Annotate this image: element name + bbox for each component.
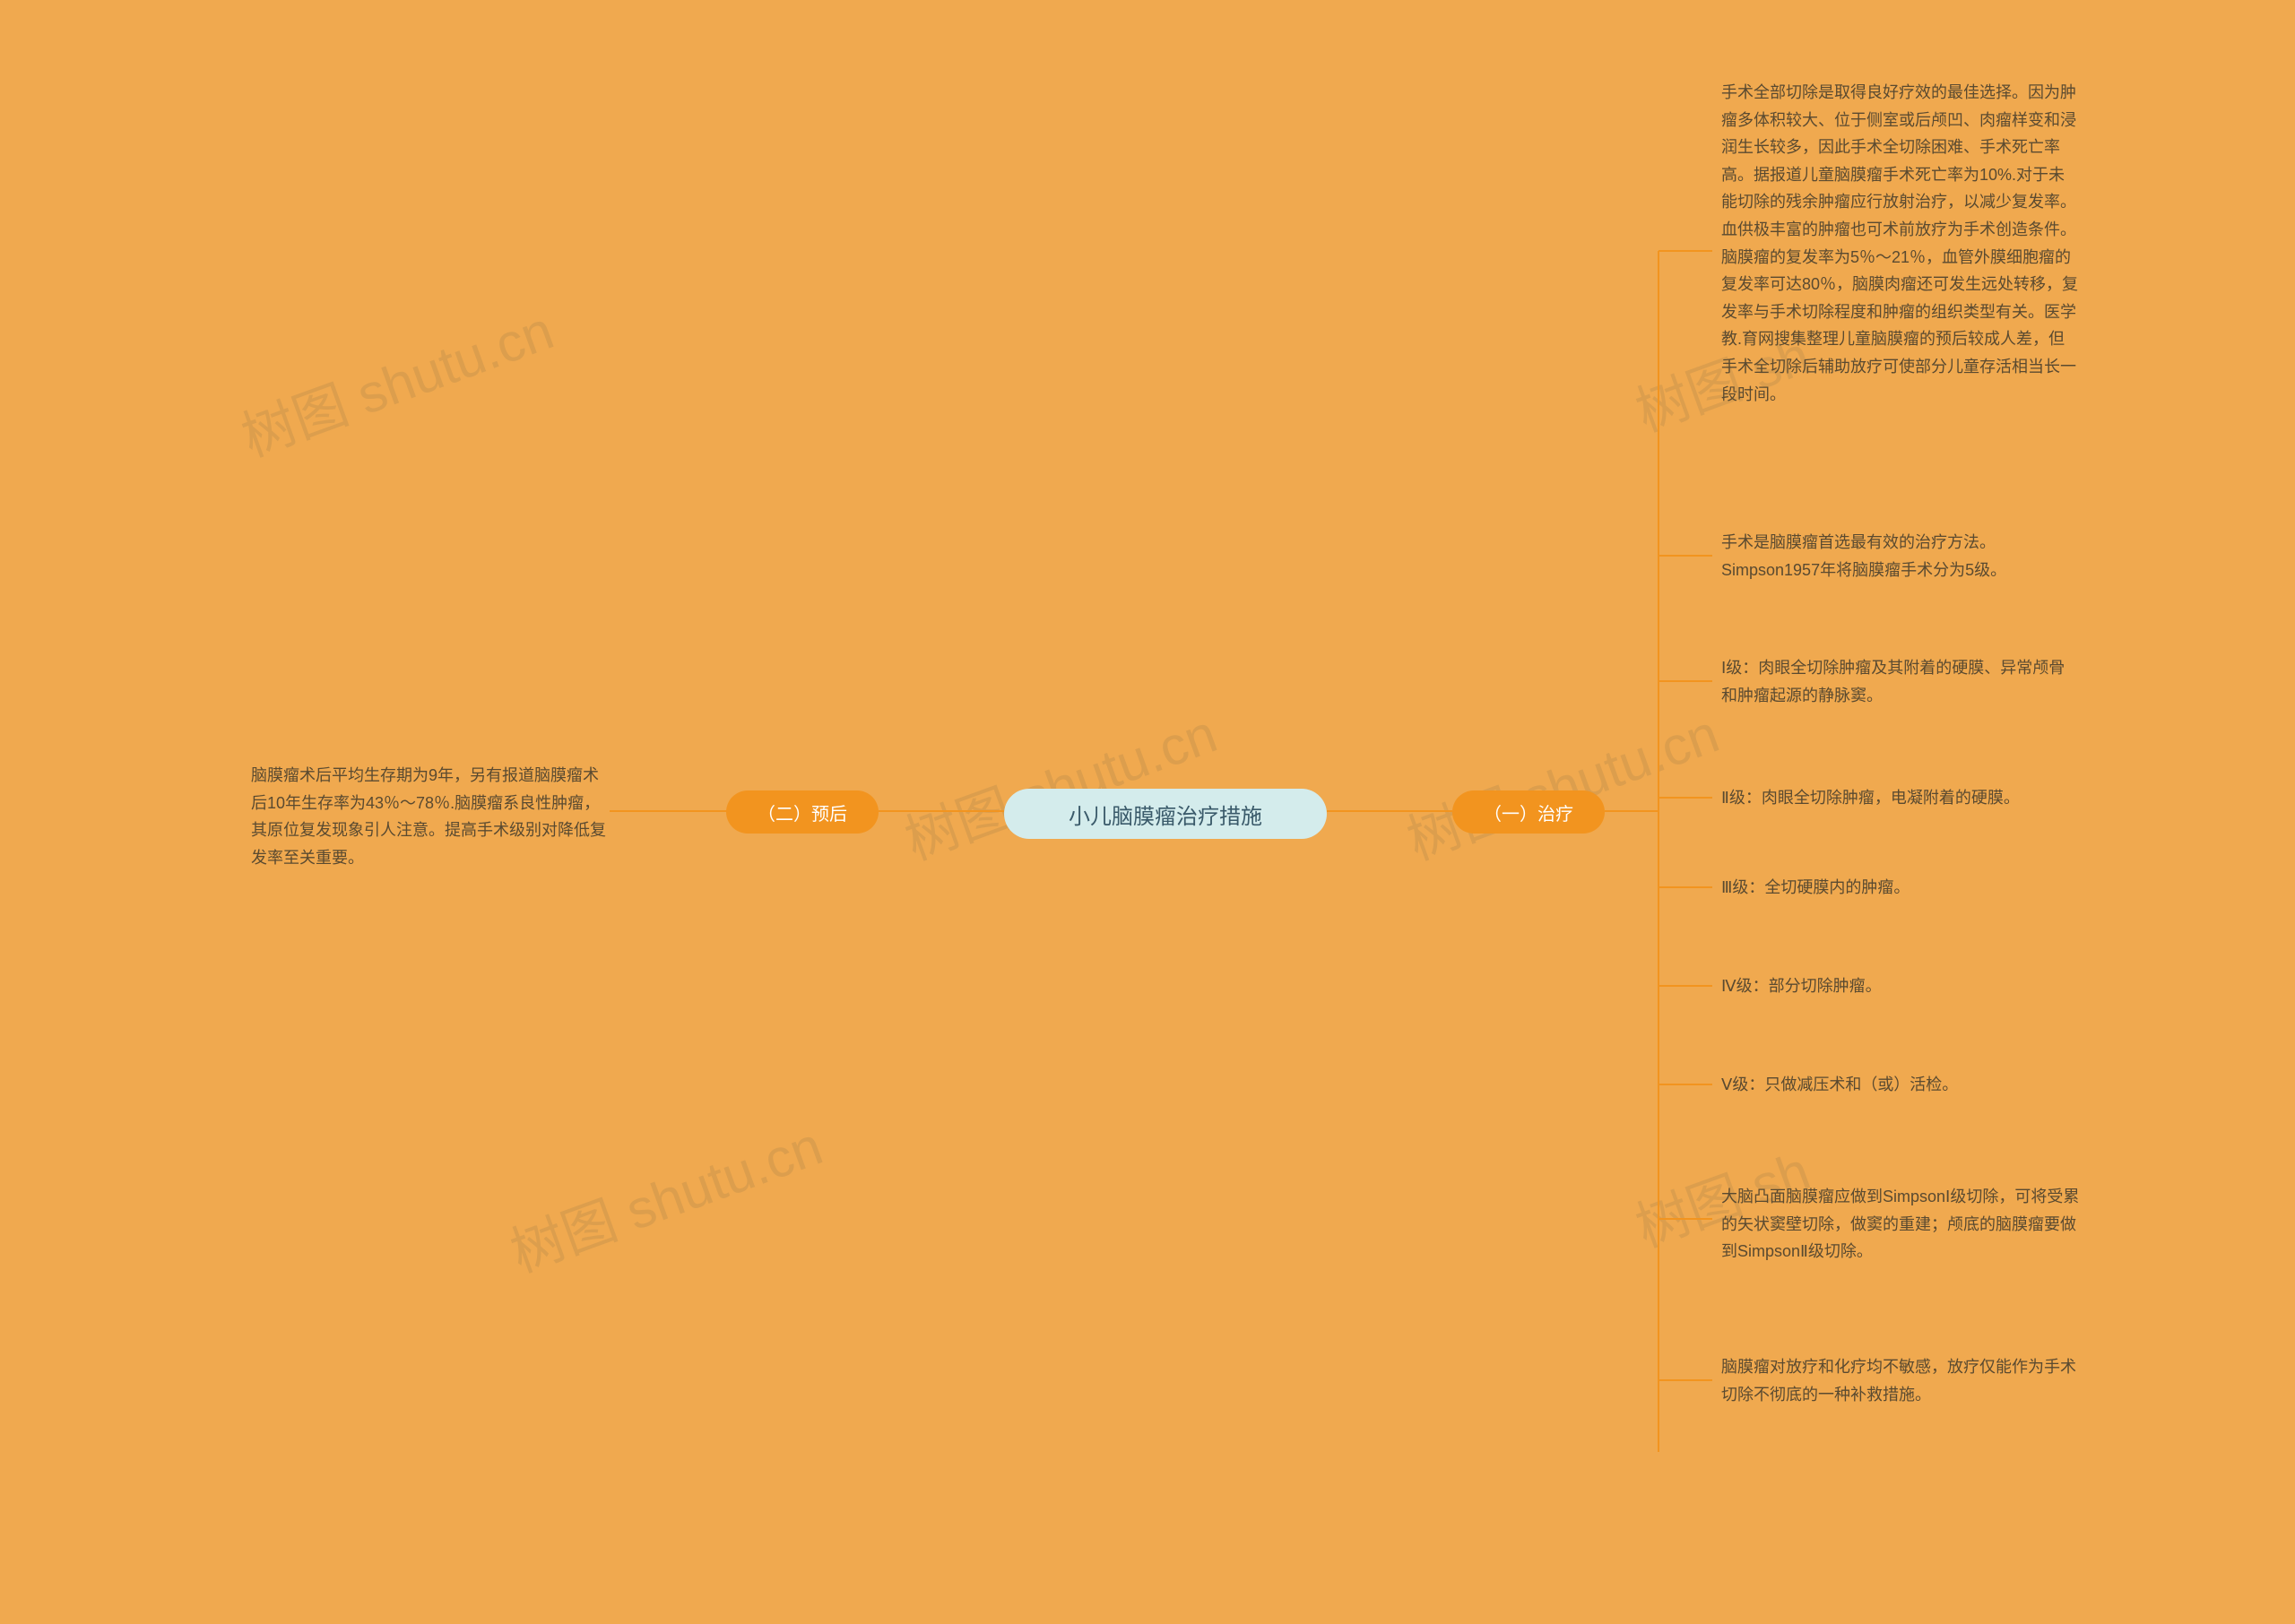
watermark: 树图 shutu.cn	[498, 1102, 831, 1287]
branch-label-left: （二）预后	[758, 799, 847, 825]
leaf-treatment-0: 手术全部切除是取得良好疗效的最佳选择。因为肿瘤多体积较大、位于侧室或后颅凹、肉瘤…	[1721, 79, 2080, 408]
center-label: 小儿脑膜瘤治疗措施	[1069, 799, 1262, 830]
leaf-treatment-1: 手术是脑膜瘤首选最有效的治疗方法。Simpson1957年将脑膜瘤手术分为5级。	[1721, 529, 2080, 583]
watermark: 树图 shutu.cn	[893, 690, 1225, 875]
leaf-treatment-4: Ⅲ级：全切硬膜内的肿瘤。	[1721, 874, 2080, 902]
watermark: 树图 shutu.cn	[230, 287, 562, 471]
branch-node-prognosis[interactable]: （二）预后	[726, 790, 879, 834]
center-node[interactable]: 小儿脑膜瘤治疗措施	[1004, 789, 1327, 839]
leaf-treatment-7: 大脑凸面脑膜瘤应做到SimpsonⅠ级切除，可将受累的矢状窦壁切除，做窦的重建；…	[1721, 1183, 2080, 1266]
leaf-treatment-2: Ⅰ级：肉眼全切除肿瘤及其附着的硬膜、异常颅骨和肿瘤起源的静脉窦。	[1721, 654, 2080, 709]
branch-node-treatment[interactable]: （一）治疗	[1452, 790, 1605, 834]
branch-label-right: （一）治疗	[1484, 799, 1573, 825]
leaf-treatment-3: Ⅱ级：肉眼全切除肿瘤，电凝附着的硬膜。	[1721, 784, 2080, 812]
leaf-treatment-6: Ⅴ级：只做减压术和（或）活检。	[1721, 1071, 2080, 1099]
leaf-treatment-8: 脑膜瘤对放疗和化疗均不敏感，放疗仅能作为手术切除不彻底的一种补救措施。	[1721, 1353, 2080, 1408]
leaf-treatment-5: Ⅳ级：部分切除肿瘤。	[1721, 972, 2080, 1000]
watermark: 树图 shutu.cn	[1395, 690, 1728, 875]
leaf-prognosis-0: 脑膜瘤术后平均生存期为9年，另有报道脑膜瘤术后10年生存率为43％～78％.脑膜…	[251, 762, 610, 871]
